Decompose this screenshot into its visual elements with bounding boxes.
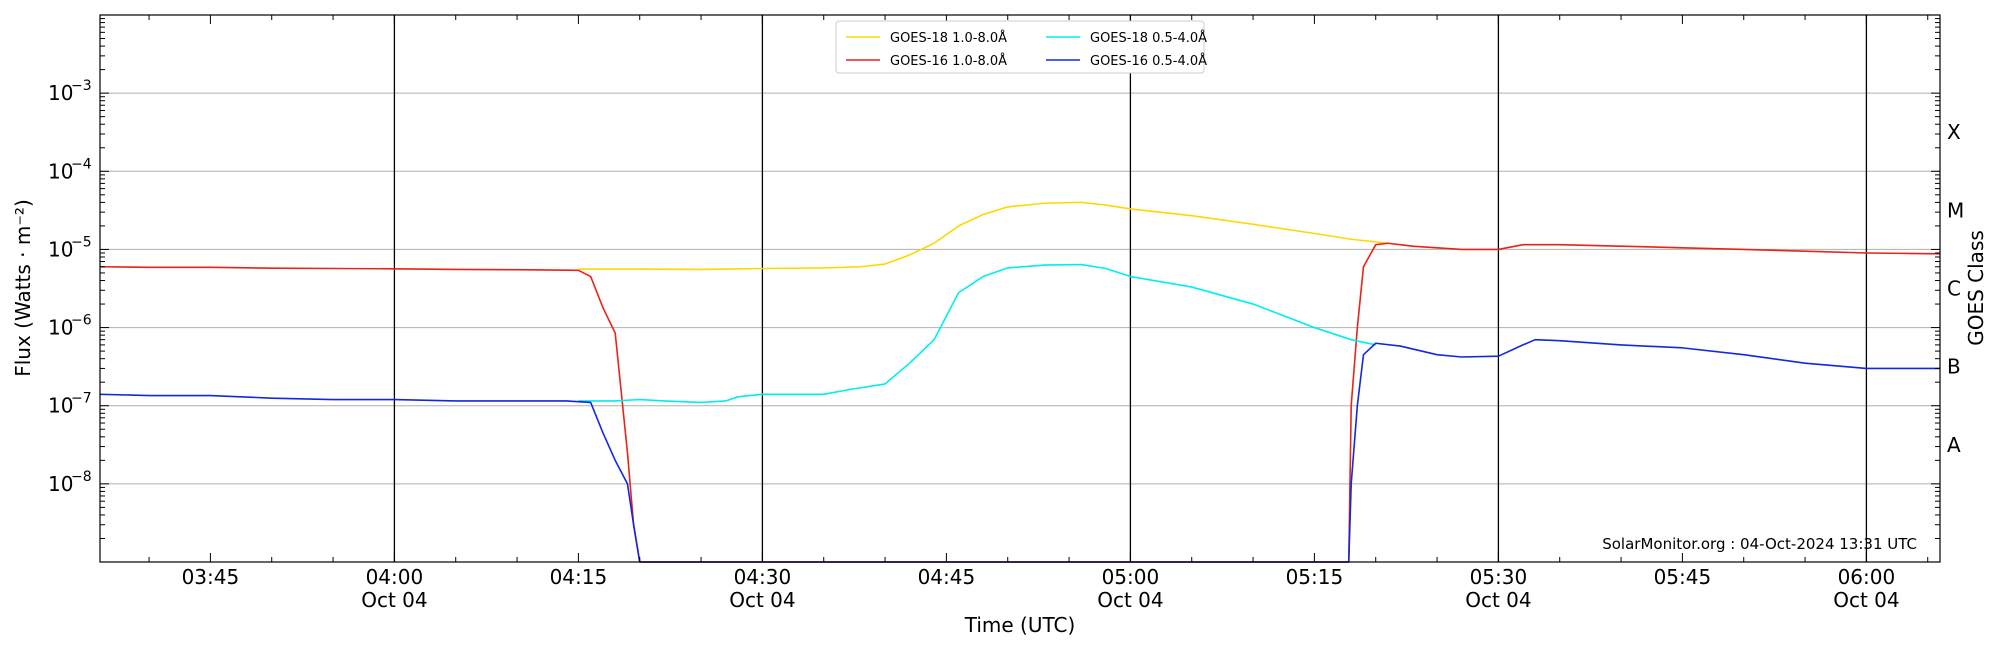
y-tick-label: 10−4: [48, 156, 92, 183]
gridlines: [100, 92, 1940, 485]
series-line: [578, 201, 1389, 271]
y-tick-exponent: −8: [71, 469, 92, 485]
y-tick-exponent: −7: [71, 391, 92, 407]
x-tick-label: 04:00: [366, 565, 424, 589]
y-tick-label: 10−8: [48, 469, 92, 496]
x-tick-sublabel: Oct 04: [1465, 588, 1531, 612]
legend-item: GOES-16 1.0-8.0Å: [846, 53, 1007, 69]
legend-label: GOES-16 1.0-8.0Å: [890, 53, 1007, 69]
x-tick-label: 05:30: [1470, 565, 1528, 589]
y-tick-base: 10: [48, 81, 73, 105]
goes-class-label: A: [1947, 433, 1961, 457]
legend-label: GOES-16 0.5-4.0Å: [1090, 53, 1207, 69]
legend-box: [835, 20, 1205, 74]
goes-class-label: C: [1947, 277, 1961, 301]
y-tick-base: 10: [48, 159, 73, 183]
legend-item: GOES-18 0.5-4.0Å: [1046, 30, 1207, 46]
y-tick-exponent: −3: [71, 78, 92, 94]
series-line: [99, 242, 1941, 563]
x-tick-label: 04:30: [734, 565, 792, 589]
y-tick-base: 10: [48, 237, 73, 261]
goes-class-label: B: [1947, 355, 1961, 379]
x-tick-label: 03:45: [182, 565, 240, 589]
series-lines: [99, 201, 1941, 563]
y-tick-exponent: −4: [71, 156, 92, 172]
y-tick-labels: 10−810−710−610−510−410−3: [48, 78, 92, 496]
day-vertical-lines: [393, 15, 1868, 562]
x-tick-label: 05:45: [1654, 565, 1712, 589]
x-tick-sublabel: Oct 04: [361, 588, 427, 612]
x-tick-sublabel: Oct 04: [1097, 588, 1163, 612]
legend: GOES-18 1.0-8.0Å GOES-18 0.5-4.0Å GOES-16 …: [835, 20, 1207, 74]
goes-class-label: X: [1947, 120, 1961, 144]
x-tick-label: 05:00: [1102, 565, 1160, 589]
y-axis-label: Flux (Watts · m⁻²): [11, 199, 35, 377]
x-tick-label: 04:45: [918, 565, 976, 589]
y-tick-base: 10: [48, 472, 73, 496]
legend-label: GOES-18 1.0-8.0Å: [890, 30, 1007, 46]
legend-item: GOES-18 1.0-8.0Å: [846, 30, 1007, 46]
legend-item: GOES-16 0.5-4.0Å: [1046, 53, 1207, 69]
y-tick-base: 10: [48, 316, 73, 340]
x-tick-label: 04:15: [550, 565, 608, 589]
x-tick-label: 05:15: [1286, 565, 1344, 589]
axis-ticks: [100, 14, 1940, 563]
credit-text: SolarMonitor.org : 04-Oct-2024 13:31 UTC: [1602, 535, 1917, 553]
series-line: [578, 263, 1376, 404]
x-tick-sublabel: Oct 04: [729, 588, 795, 612]
legend-label: GOES-18 0.5-4.0Å: [1090, 30, 1207, 46]
y2-axis-label: GOES Class: [1964, 230, 1988, 346]
series-line: [99, 338, 1940, 563]
goes-class-labels: A B C M X: [1947, 120, 1964, 457]
y-tick-exponent: −5: [71, 234, 92, 250]
x-tick-sublabel: Oct 04: [1833, 588, 1899, 612]
y-tick-label: 10−7: [48, 391, 92, 418]
y-tick-base: 10: [48, 394, 73, 418]
x-tick-label: 06:00: [1838, 565, 1896, 589]
y-tick-exponent: −6: [71, 313, 92, 329]
y-tick-label: 10−3: [48, 78, 92, 105]
y-tick-label: 10−5: [48, 234, 92, 261]
y-tick-label: 10−6: [48, 313, 92, 340]
plot-frame: [99, 14, 1941, 563]
x-axis-label: Time (UTC): [964, 613, 1076, 637]
goes-class-label: M: [1947, 198, 1964, 222]
